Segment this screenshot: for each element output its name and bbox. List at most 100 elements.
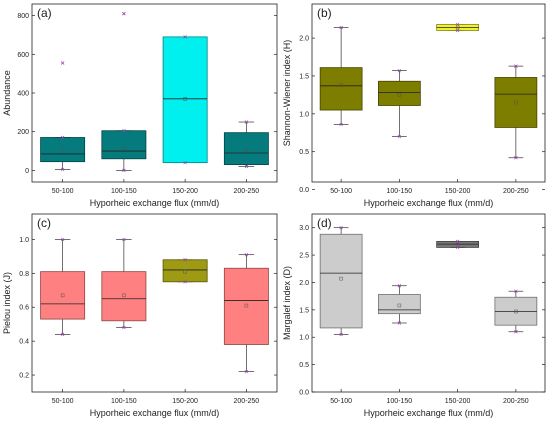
box-50-100 bbox=[40, 237, 86, 337]
panel-d: 0.0 0.5 1.0 1.5 2.0 2.5 3.0 50-100 100-150 150-20… bbox=[282, 213, 546, 418]
box-200-250 bbox=[223, 120, 269, 169]
box-200-250 bbox=[494, 64, 538, 160]
y-tick-label: 2.5 bbox=[299, 253, 309, 260]
box-150-200 bbox=[162, 258, 208, 284]
y-tick-label: 1.5 bbox=[299, 73, 309, 80]
x-tick-label: 150-200 bbox=[172, 188, 198, 195]
mean-marker bbox=[514, 100, 518, 105]
x-tick-label: 200-250 bbox=[503, 188, 529, 195]
y-tick-label: 0.6 bbox=[19, 305, 29, 312]
mean-marker bbox=[514, 309, 518, 314]
y-tick-label: 2.0 bbox=[299, 280, 309, 287]
box-100-150 bbox=[101, 237, 147, 330]
x-tick-label: 200-250 bbox=[234, 188, 260, 195]
y-tick-label: 200 bbox=[17, 129, 29, 136]
mean-marker bbox=[244, 148, 249, 152]
outlier-point bbox=[122, 11, 126, 16]
mean-marker bbox=[122, 293, 126, 298]
box-body bbox=[101, 271, 147, 322]
x-axis-title: Hyporheic exchange flux (mm/d) bbox=[90, 408, 220, 418]
extreme-marker bbox=[244, 120, 249, 124]
panel-c: 0.2 0.4 0.6 0.8 1.0 50-100 100-150 150-200 200-2… bbox=[2, 213, 278, 418]
x-axis-title: Hyporheic exchange flux (mm/d) bbox=[364, 408, 494, 418]
extreme-marker bbox=[244, 164, 249, 169]
y-tick-label: 0.0 bbox=[299, 390, 309, 397]
box-200-250 bbox=[494, 289, 538, 334]
extreme-marker bbox=[339, 225, 343, 230]
x-tick-label: 150-200 bbox=[445, 398, 471, 405]
box-body bbox=[319, 67, 363, 111]
box-body bbox=[494, 77, 538, 128]
extreme-marker bbox=[183, 160, 187, 165]
mean-marker bbox=[397, 93, 402, 97]
y-tick-label: 600 bbox=[17, 52, 29, 59]
x-axis-title: Hyporheic exchange flux (mm/d) bbox=[90, 198, 220, 208]
box-body bbox=[40, 137, 86, 163]
extreme-marker bbox=[183, 258, 187, 262]
x-tick-label: 50-100 bbox=[52, 188, 74, 195]
panel-label: (c) bbox=[37, 216, 51, 230]
box-100-150 bbox=[378, 68, 421, 139]
y-tick-label: 0.5 bbox=[299, 362, 309, 369]
extreme-marker bbox=[455, 22, 460, 27]
y-axis-title: Abundance bbox=[2, 70, 12, 116]
outlier-point bbox=[60, 61, 65, 65]
y-tick-label: 0.2 bbox=[19, 373, 29, 380]
extreme-marker bbox=[339, 332, 343, 337]
box-150-200 bbox=[436, 22, 479, 33]
mean-marker bbox=[122, 146, 126, 150]
x-tick-label: 50-100 bbox=[330, 188, 352, 195]
extreme-marker bbox=[455, 28, 460, 33]
extreme-marker bbox=[397, 68, 402, 73]
y-tick-label: 1.0 bbox=[299, 111, 309, 118]
box-150-200 bbox=[436, 239, 479, 250]
box-50-100 bbox=[319, 225, 363, 337]
x-tick-label: 200-250 bbox=[503, 398, 529, 405]
extreme-marker bbox=[514, 330, 518, 334]
box-200-250 bbox=[223, 252, 269, 374]
y-axis-title: Margalef index (D) bbox=[282, 266, 292, 340]
x-axis-title: Hyporheic exchange flux (mm/d) bbox=[364, 198, 494, 208]
extreme-marker bbox=[122, 168, 126, 173]
box-body bbox=[162, 36, 208, 164]
extreme-marker bbox=[514, 64, 518, 68]
extreme-marker bbox=[183, 35, 187, 39]
x-tick-label: 100-150 bbox=[387, 188, 413, 195]
y-tick-label: 0.0 bbox=[299, 187, 309, 194]
box-body bbox=[40, 271, 86, 320]
mean-marker bbox=[455, 242, 460, 247]
x-tick-label: 50-100 bbox=[52, 398, 74, 405]
extreme-marker bbox=[122, 129, 126, 133]
extreme-marker bbox=[60, 167, 65, 172]
extreme-marker bbox=[339, 122, 343, 127]
extreme-marker bbox=[60, 332, 65, 337]
panel-label: (d) bbox=[317, 216, 332, 230]
y-tick-label: 3.0 bbox=[299, 225, 309, 232]
y-tick-label: 0.8 bbox=[19, 271, 29, 278]
box-body bbox=[319, 233, 363, 329]
y-axis-title: Pielou index (J) bbox=[2, 272, 12, 334]
x-tick-label: 100-150 bbox=[111, 398, 137, 405]
y-tick-label: 0.4 bbox=[19, 339, 29, 346]
x-tick-label: 100-150 bbox=[111, 188, 137, 195]
box-100-150 bbox=[101, 11, 147, 173]
y-tick-label: 400 bbox=[17, 91, 29, 98]
y-tick-label: 1.0 bbox=[19, 237, 29, 244]
panel-label: (b) bbox=[317, 6, 332, 20]
mean-marker bbox=[183, 97, 187, 101]
extreme-marker bbox=[339, 25, 343, 30]
y-tick-label: 2.0 bbox=[299, 36, 309, 43]
panel-label: (a) bbox=[37, 6, 52, 20]
extreme-marker bbox=[60, 135, 65, 140]
mean-marker bbox=[339, 83, 343, 87]
y-tick-label: 0 bbox=[25, 168, 29, 175]
y-tick-label: 0.5 bbox=[299, 149, 309, 156]
extreme-marker bbox=[397, 284, 402, 288]
mean-marker bbox=[183, 269, 187, 274]
mean-marker bbox=[60, 148, 65, 152]
extreme-marker bbox=[514, 289, 518, 293]
panel-b: 0.0 0.5 1.0 1.5 2.0 50-100 100-150 150-200 200-2… bbox=[282, 3, 546, 208]
y-tick-label: 800 bbox=[17, 13, 29, 20]
extreme-marker bbox=[397, 321, 402, 325]
